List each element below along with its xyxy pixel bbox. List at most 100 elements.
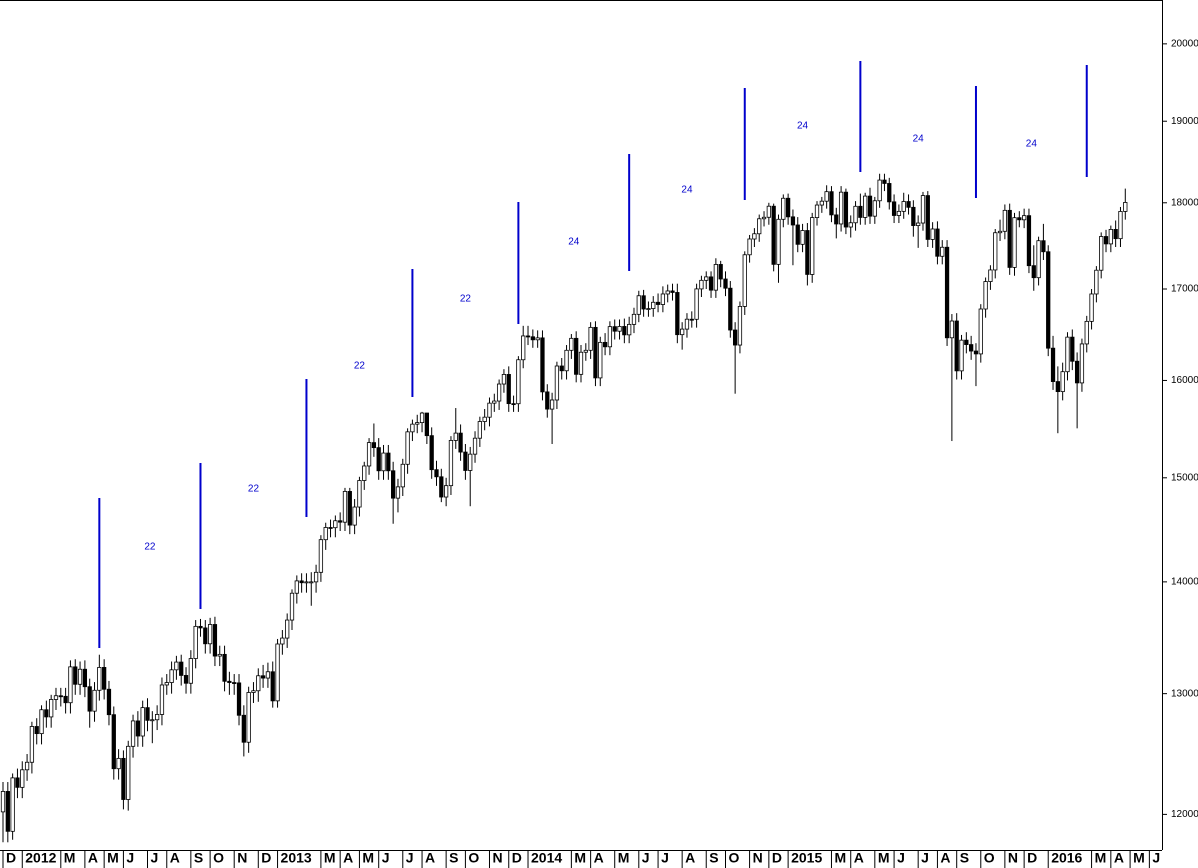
candle-body <box>954 320 959 372</box>
x-tick-label: O <box>213 850 224 866</box>
candle-body <box>501 374 507 385</box>
candle-body <box>111 714 116 770</box>
candle-body <box>564 349 569 372</box>
candle-body <box>275 643 280 702</box>
candle-body <box>694 288 699 320</box>
candle-body <box>280 637 285 645</box>
candle-body <box>256 675 261 692</box>
candle-body <box>891 201 897 216</box>
candle-body <box>838 191 844 225</box>
x-tick-label: N <box>753 850 763 866</box>
candle-body <box>241 714 246 743</box>
x-tick-label: A <box>1114 850 1124 866</box>
candle-body <box>102 667 107 690</box>
candle-body <box>935 228 940 257</box>
candle-body <box>463 451 468 471</box>
candle-body <box>376 447 381 472</box>
candle-body <box>916 222 921 226</box>
candle-body <box>39 709 44 735</box>
x-tick-label: J <box>151 850 159 866</box>
candle-body <box>352 506 357 526</box>
y-tick-label: 20000 <box>1171 38 1198 49</box>
plot-background <box>0 0 1162 850</box>
candle-body <box>159 684 165 715</box>
y-tick-label: 16000 <box>1171 375 1198 386</box>
candle-body <box>906 201 911 208</box>
candle-body <box>1074 360 1080 384</box>
candle-body <box>135 720 141 737</box>
candle-body <box>1055 381 1060 393</box>
x-tick-label: M <box>362 850 374 866</box>
candle-body <box>169 669 174 683</box>
candle-body <box>1118 211 1123 240</box>
y-tick-label: 17000 <box>1171 284 1198 295</box>
x-tick-label: 2013 <box>281 850 312 866</box>
candle-body <box>1103 236 1109 245</box>
candle-body <box>150 719 155 722</box>
x-tick-label: M <box>834 850 846 866</box>
candle-body <box>338 520 343 523</box>
candle-body <box>116 757 121 770</box>
candle-body <box>477 421 482 439</box>
candle-body <box>434 469 439 478</box>
x-tick-label: O <box>984 850 995 866</box>
x-tick-label: J <box>921 850 929 866</box>
x-tick-label: J <box>642 850 650 866</box>
y-tick-label: 19000 <box>1171 116 1198 127</box>
candle-body <box>285 619 290 639</box>
candle-body <box>140 707 145 737</box>
candle-body <box>704 276 709 281</box>
candle-body <box>1113 229 1118 240</box>
candle-body <box>1084 320 1089 345</box>
candle-body <box>525 335 531 338</box>
candle-body <box>371 442 377 449</box>
x-tick-label: N <box>237 850 247 866</box>
candle-body <box>121 757 126 800</box>
cycle-annotation: 24 <box>681 185 693 196</box>
candle-body <box>5 791 10 832</box>
candle-body <box>651 301 656 309</box>
x-tick-label: M <box>324 850 336 866</box>
candle-body <box>516 359 521 405</box>
candle-body <box>521 335 526 361</box>
x-tick-label: S <box>709 850 718 866</box>
candle-body <box>468 453 473 471</box>
candle-body <box>944 246 950 339</box>
x-tick-label: M <box>574 850 586 866</box>
candle-body <box>198 625 203 629</box>
x-tick-label: M <box>64 850 76 866</box>
candle-body <box>867 195 873 217</box>
candle-body <box>318 539 324 573</box>
candle-body <box>487 402 492 418</box>
candle-body <box>732 329 738 346</box>
candle-body <box>270 671 275 702</box>
x-tick-label: J <box>126 850 134 866</box>
candle-body <box>882 179 887 184</box>
candle-body <box>574 337 579 375</box>
candle-body <box>858 205 863 218</box>
candle-body <box>92 689 97 712</box>
candle-body <box>872 200 877 217</box>
candle-body <box>670 290 675 293</box>
x-tick-label: N <box>492 850 502 866</box>
candle-body <box>227 680 232 683</box>
candle-body <box>993 232 998 271</box>
candle-body <box>800 230 805 245</box>
candle-body <box>1060 371 1065 393</box>
candle-body <box>1108 229 1113 245</box>
candle-body <box>973 350 979 355</box>
candle-body <box>646 308 651 310</box>
candle-body <box>795 224 800 245</box>
candle-body <box>805 230 810 275</box>
candle-body <box>680 328 685 336</box>
candle-body <box>699 279 704 290</box>
candle-body <box>183 675 189 684</box>
candle-body <box>920 195 926 224</box>
candle-body <box>925 195 930 240</box>
candle-body <box>901 201 906 212</box>
candle-body <box>77 668 83 685</box>
candle-body <box>997 230 1003 234</box>
x-tick-label: 2014 <box>531 850 562 866</box>
cycle-annotation: 24 <box>568 237 580 248</box>
candle-body <box>395 486 401 499</box>
